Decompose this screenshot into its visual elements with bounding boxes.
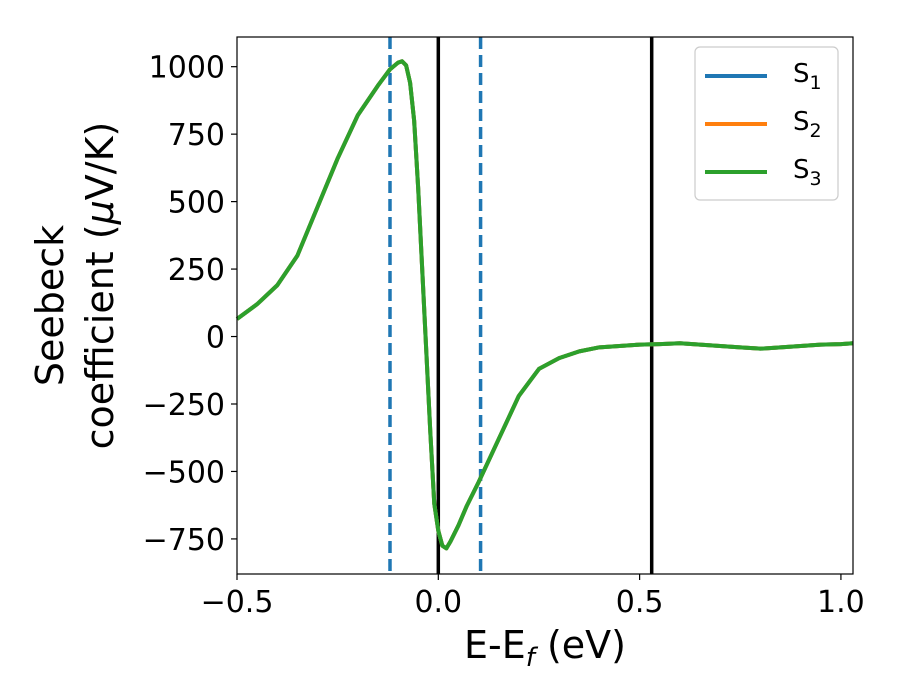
series-line-s3 bbox=[235, 59, 854, 551]
x-tick-label: 0.5 bbox=[616, 585, 664, 620]
y-axis-label: Seebeck coefficient (μV/K) bbox=[28, 122, 122, 450]
x-tick-label: 0.0 bbox=[414, 585, 462, 620]
y-axis-ticks: −750 −500 −250 0 250 500 750 1000 bbox=[143, 51, 237, 558]
y-tick-label: −750 bbox=[143, 523, 225, 558]
y-axis-label-line2-pre: coefficient ( bbox=[78, 224, 122, 449]
y-tick-label: −500 bbox=[143, 455, 225, 490]
x-axis-ticks: −0.5 0.0 0.5 1.0 bbox=[201, 574, 865, 620]
legend-label-s1: S1 bbox=[793, 59, 822, 94]
y-tick-label: 250 bbox=[168, 253, 225, 288]
x-axis-label-unit: (eV) bbox=[535, 623, 626, 667]
legend-label-s3: S3 bbox=[793, 155, 822, 190]
y-tick-label: 500 bbox=[168, 186, 225, 221]
series-lines bbox=[235, 59, 854, 551]
y-tick-label: 750 bbox=[168, 118, 225, 153]
vertical-reference-lines bbox=[388, 37, 654, 574]
y-axis-label-mu: μ bbox=[78, 200, 122, 225]
y-tick-label: 1000 bbox=[149, 51, 225, 86]
y-axis-label-line2-post: V/K) bbox=[78, 122, 122, 201]
y-tick-label: 0 bbox=[206, 321, 225, 356]
x-axis-label-main: E-E bbox=[464, 623, 526, 667]
plot-frame bbox=[236, 36, 854, 575]
legend-label-s2: S2 bbox=[793, 107, 822, 142]
y-axis-label-line2: coefficient (μV/K) bbox=[78, 122, 122, 450]
y-axis-label-line1: Seebeck bbox=[28, 225, 72, 386]
x-tick-label: 1.0 bbox=[817, 585, 865, 620]
legend: S1 S2 S3 bbox=[694, 46, 839, 201]
x-tick-label: −0.5 bbox=[201, 585, 274, 620]
y-tick-label: −250 bbox=[143, 388, 225, 423]
x-axis-label: E-Ef (eV) bbox=[464, 623, 626, 673]
